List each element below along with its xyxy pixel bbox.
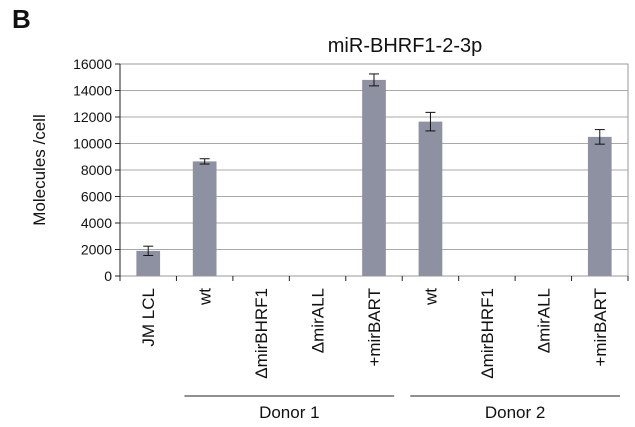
x-tick-label: ΔmirALL	[309, 288, 328, 353]
bar	[587, 136, 612, 276]
x-tick-label: +mirBART	[365, 288, 384, 367]
chart-title: miR-BHRF1-2-3p	[328, 35, 482, 57]
plot-area: 0 2000 4000 6000 8000 10000 12000 14000 16000 JM …	[73, 56, 629, 422]
x-tick-label: ΔmirBHRF1	[252, 288, 271, 379]
x-tick-label: wt	[421, 288, 440, 306]
y-tick-label: 0	[104, 268, 112, 284]
y-axis-label: Molecules /cell	[30, 114, 49, 226]
x-tick-label: +mirBART	[591, 288, 610, 367]
bar	[192, 161, 217, 276]
y-tick-label: 16000	[73, 56, 112, 72]
y-tick-label: 2000	[81, 242, 112, 258]
y-tick-label: 10000	[73, 136, 112, 152]
x-tick-label: ΔmirBHRF1	[478, 288, 497, 379]
group-label: Donor 2	[485, 403, 545, 422]
bar	[418, 121, 443, 276]
y-tick-label: 6000	[81, 189, 112, 205]
y-tick-label: 12000	[73, 109, 112, 125]
bar	[136, 250, 161, 276]
y-tick-label: 4000	[81, 215, 112, 231]
x-tick-label: JM LCL	[139, 288, 158, 347]
y-tick-label: 14000	[73, 83, 112, 99]
panel-letter: B	[12, 4, 31, 34]
y-tick-label: 8000	[81, 162, 112, 178]
x-tick-label: wt	[196, 288, 215, 306]
group-label: Donor 1	[259, 403, 319, 422]
bar	[362, 79, 386, 277]
x-tick-label: ΔmirALL	[534, 288, 553, 353]
